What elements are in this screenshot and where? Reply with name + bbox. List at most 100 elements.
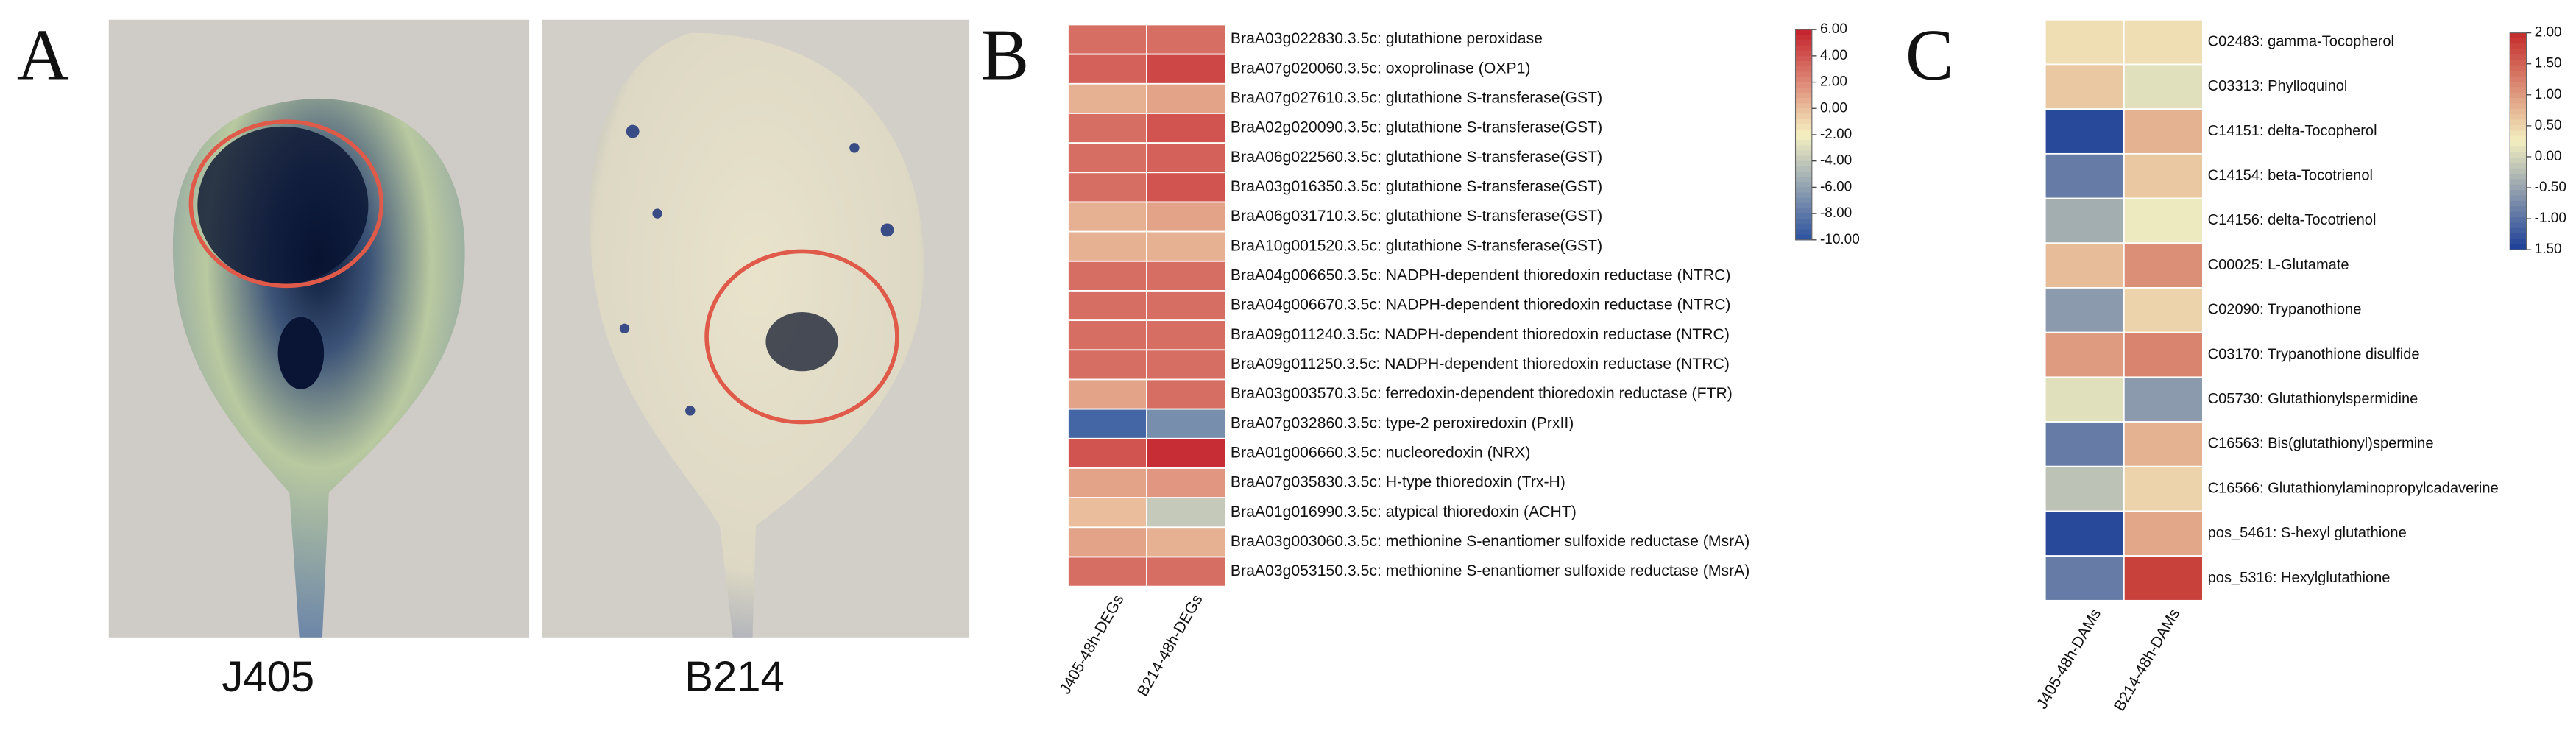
colorbar-segment	[1795, 55, 1812, 62]
colorbar-segment	[2510, 54, 2527, 61]
heatmap-cell	[1067, 290, 1147, 322]
colorbar-segment	[1795, 124, 1812, 130]
colorbar-segment	[1795, 182, 1812, 188]
row-label: BraA07g035830.3.5c: H-type thioredoxin (…	[1231, 474, 1565, 491]
colorbar-label: 2.00	[2535, 25, 2562, 40]
heatmap-cell	[1067, 526, 1147, 558]
heatmap-cell	[1067, 113, 1147, 144]
colorbar-segment	[2510, 168, 2527, 174]
colorbar-segment	[2510, 195, 2527, 202]
heatmap-cell	[1067, 467, 1147, 499]
colorbar-segment	[2510, 239, 2527, 245]
heatmap-cell	[1067, 260, 1147, 292]
colorbar-segment	[2510, 184, 2527, 191]
row-label: pos_5461: S-hexyl glutathione	[2208, 525, 2407, 541]
row-label: C02090: Trypanothione	[2208, 302, 2362, 318]
heatmap-cell	[1146, 290, 1227, 322]
colorbar-segment	[2510, 108, 2527, 115]
colorbar-segment	[1795, 224, 1812, 230]
colorbar-segment	[1795, 29, 1812, 35]
row-label: BraA02g020090.3.5c: glutathione S-transf…	[1231, 119, 1602, 136]
row-label: C14156: delta-Tocotrienol	[2208, 212, 2377, 228]
heatmap-cell	[2123, 376, 2204, 423]
colorbar-segment	[1795, 35, 1812, 41]
row-label: C16566: Glutathionylaminopropylcadaverin…	[2208, 480, 2499, 496]
heatmap-cell	[1146, 230, 1227, 262]
photo-j405	[108, 19, 530, 638]
heatmap-cell	[2044, 376, 2125, 423]
row-label: BraA03g016350.3.5c: glutathione S-transf…	[1231, 178, 1602, 195]
colorbar-segment	[1795, 171, 1812, 177]
heatmap-cell	[2123, 555, 2204, 601]
colorbar-segment	[1795, 50, 1812, 57]
colorbar-segment	[2510, 65, 2527, 71]
colorbar-label: 0.50	[2535, 118, 2562, 133]
row-label: BraA03g003060.3.5c: methionine S-enantio…	[1231, 533, 1749, 550]
colorbar-segment	[2510, 146, 2527, 153]
row-label: BraA03g003570.3.5c: ferredoxin-dependent…	[1231, 385, 1733, 402]
heatmap-cell	[2123, 510, 2204, 557]
colorbar-segment	[1795, 177, 1812, 183]
heatmap-cell	[2123, 152, 2204, 199]
panel-label: C	[1906, 15, 1953, 95]
heatmap-cell	[1146, 24, 1227, 55]
heatmap-cell	[2044, 287, 2125, 333]
colorbar-label: -10.00	[1820, 232, 1860, 247]
colorbar-label: 6.00	[1820, 21, 1847, 37]
photo-b214	[542, 19, 970, 638]
heatmap-cell	[1146, 82, 1227, 114]
heatmap-cell	[1067, 556, 1147, 587]
heatmap-cell	[1146, 53, 1227, 85]
colorbar-frame	[2509, 32, 2527, 250]
colorbar-segment	[1795, 97, 1812, 104]
heatmap-cell	[2123, 331, 2204, 378]
row-label: C03170: Trypanothione disulfide	[2208, 346, 2420, 362]
heatmap-cell	[2123, 18, 2204, 66]
colorbar-segment	[2510, 174, 2527, 180]
heatmap-cell	[1146, 526, 1227, 558]
heatmap-cell	[1146, 378, 1227, 410]
colorbar-segment	[2510, 244, 2527, 250]
colorbar-segment	[2510, 119, 2527, 126]
colorbar-segment	[2510, 233, 2527, 240]
colorbar-segment	[1795, 108, 1812, 115]
colorbar-segment	[1795, 45, 1812, 52]
colorbar-segment	[1795, 219, 1812, 225]
heatmap-cell	[1067, 378, 1147, 410]
colorbar-segment	[1795, 66, 1812, 72]
row-label: BraA03g022830.3.5c: glutathione peroxida…	[1231, 30, 1543, 47]
colorbar-segment	[2510, 152, 2527, 158]
heatmap-cell	[1067, 142, 1147, 174]
heatmap-cell	[1067, 230, 1147, 262]
row-label: C16563: Bis(glutathionyl)spermine	[2208, 436, 2434, 452]
heatmap-cell	[1067, 437, 1147, 469]
colorbar-label: -1.00	[2535, 211, 2566, 226]
heatmap-cell	[1067, 201, 1147, 233]
colorbar-segment	[1795, 71, 1812, 78]
colorbar-segment	[1795, 145, 1812, 152]
heatmap-cell	[2044, 555, 2125, 601]
colorbar-segment	[1795, 166, 1812, 172]
heatmap-cell	[2123, 287, 2204, 333]
heatmap-cell	[2123, 421, 2204, 467]
colorbar-segment	[1795, 119, 1812, 125]
colorbar-segment	[2510, 200, 2527, 207]
colorbar-segment	[1795, 155, 1812, 162]
colorbar-label: 2.00	[1820, 74, 1847, 90]
heatmap-cell	[1067, 82, 1147, 114]
column-label: J405-48h-DEGs	[1057, 592, 1128, 697]
column-label: J405-48h-DAMs	[2034, 606, 2104, 712]
heatmap-cell	[1146, 113, 1227, 144]
colorbar-segment	[2510, 216, 2527, 224]
heatmap-cell	[1067, 24, 1147, 55]
colorbar-segment	[1795, 61, 1812, 67]
colorbar-segment	[2510, 157, 2527, 164]
colorbar-segment	[2510, 87, 2527, 93]
colorbar-segment	[2510, 124, 2527, 131]
heatmap-cell	[1146, 260, 1227, 292]
heatmap-cell	[2123, 63, 2204, 110]
panel-label: B	[981, 15, 1029, 95]
colorbar-label: -6.00	[1820, 179, 1852, 194]
colorbar-segment	[2510, 206, 2527, 213]
colorbar-segment	[1795, 192, 1812, 199]
